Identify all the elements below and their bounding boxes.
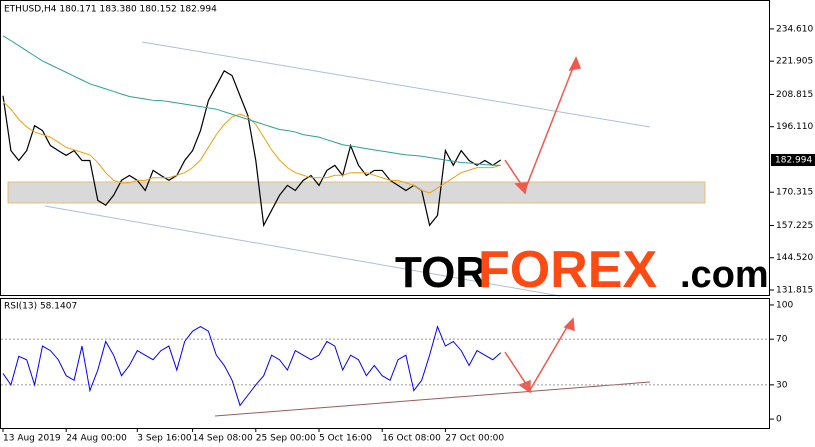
y-tick-label: 221.905 (776, 57, 813, 67)
x-tick-label: 24 Aug 00:00 (66, 434, 127, 444)
series-line (2, 325, 502, 407)
plot-area (1, 35, 770, 407)
watermark-tor: TOR (395, 248, 487, 297)
support-zone (7, 181, 706, 204)
x-tick-label: 25 Sep 00:00 (256, 434, 316, 444)
series-line (2, 35, 501, 166)
x-tick-label: 3 Sep 16:00 (137, 434, 192, 444)
y-tick-label: 234.610 (776, 24, 813, 34)
y-tick-label: 30 (776, 380, 788, 390)
forecast-arrows (504, 56, 582, 394)
watermark: TOR FOREX .com (395, 241, 769, 299)
y-tick-label: 100 (776, 300, 793, 310)
channel-bottom (44, 205, 561, 297)
x-tick-label: 13 Aug 2019 (3, 434, 61, 444)
y-tick-label: 131.815 (776, 286, 813, 296)
channel-top (141, 41, 651, 128)
last-price-label: 182.994 (775, 156, 812, 166)
rsi-frame (0, 298, 770, 429)
watermark-forex: FOREX (478, 241, 657, 299)
watermark-com: .com (680, 254, 769, 296)
y-tick-label: 157.225 (776, 221, 813, 231)
chart-title: ETHUSD,H4 180.171 183.380 180.152 182.99… (4, 5, 217, 15)
x-tick-label: 14 Sep 08:00 (193, 434, 253, 444)
x-tick-label: 16 Oct 08:00 (382, 434, 441, 444)
y-tick-label: 170.315 (776, 188, 813, 198)
last-price-box (771, 154, 815, 167)
x-tick-label: 27 Oct 00:00 (445, 434, 504, 444)
price-frame (0, 0, 770, 296)
y-tick-label: 196.110 (776, 122, 813, 132)
rsi-title: RSI(13) 58.1407 (4, 302, 77, 312)
x-tick-label: 5 Oct 16:00 (319, 434, 372, 444)
y-tick-label: 0 (776, 415, 782, 425)
y-tick-label: 208.815 (776, 90, 813, 100)
rsi-trendline (214, 381, 651, 417)
y-tick-label: 70 (776, 335, 788, 345)
y-tick-label: 144.520 (776, 253, 813, 263)
